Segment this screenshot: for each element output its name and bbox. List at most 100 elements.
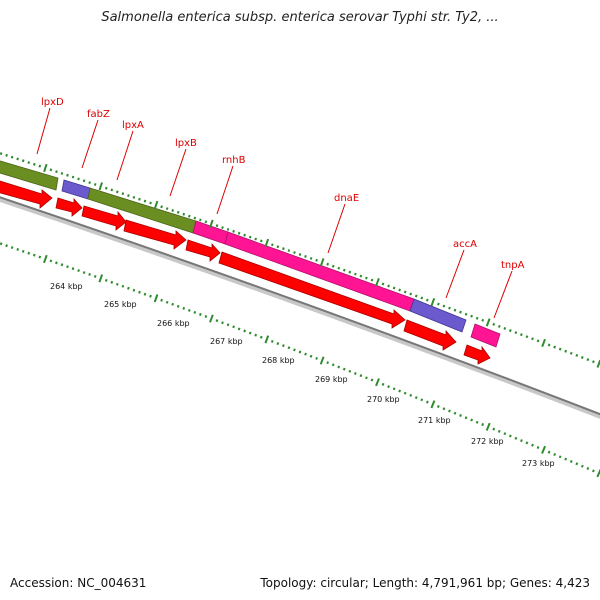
lower-minor-tick [520, 439, 523, 443]
lower-minor-tick [215, 319, 219, 323]
lower-minor-tick [464, 416, 468, 420]
lower-minor-tick [403, 391, 407, 395]
gene-label-lpxD: lpxD [41, 97, 64, 108]
lower-minor-tick [420, 398, 424, 402]
lower-minor-tick [591, 469, 595, 473]
lower-minor-tick [569, 460, 573, 463]
upper-major-tick [485, 318, 491, 327]
feature-bar-olive-1 [0, 160, 59, 191]
leader-line-accA [445, 249, 465, 299]
scale-label-268: 268 kbp [262, 356, 295, 365]
lower-minor-tick [359, 374, 363, 378]
lower-minor-tick [514, 436, 518, 440]
lower-minor-tick [221, 321, 224, 325]
upper-minor-tick [66, 173, 69, 177]
upper-minor-tick [27, 161, 31, 164]
cds-arrow-4 [123, 219, 187, 250]
upper-minor-tick [531, 337, 534, 341]
upper-minor-tick [553, 345, 557, 349]
upper-minor-tick [497, 324, 501, 328]
upper-minor-tick [77, 177, 80, 181]
upper-minor-tick [282, 247, 285, 251]
upper-minor-tick [237, 231, 241, 235]
lower-minor-tick [32, 253, 36, 257]
upper-minor-tick [115, 190, 119, 194]
upper-minor-tick [21, 159, 25, 163]
lower-major-tick [98, 274, 104, 283]
upper-minor-tick [49, 168, 53, 172]
lower-minor-tick [353, 372, 357, 375]
tick-row-lower [0, 242, 600, 478]
leader-line-rnhB [216, 165, 234, 215]
lower-minor-tick [326, 361, 330, 365]
upper-minor-tick [243, 233, 246, 237]
lower-minor-tick [442, 407, 446, 411]
lower-minor-tick [276, 342, 280, 346]
gene-label-rnhB: rnhB [222, 155, 246, 166]
lower-minor-tick [553, 453, 557, 456]
lower-minor-tick [182, 306, 186, 310]
upper-minor-tick [259, 239, 263, 243]
accession-label: Accession: NC_004631 [10, 576, 147, 590]
upper-minor-tick [420, 296, 424, 300]
lower-minor-tick [176, 304, 180, 308]
upper-minor-tick [354, 272, 357, 276]
upper-minor-tick [475, 316, 479, 320]
upper-minor-tick [71, 175, 75, 179]
lower-minor-tick [508, 434, 512, 438]
cds-arrow-8 [463, 344, 491, 365]
upper-minor-tick [348, 270, 352, 274]
upper-minor-tick [414, 294, 418, 298]
lower-minor-tick [127, 286, 130, 290]
upper-minor-tick [270, 243, 274, 247]
lower-minor-tick [226, 323, 230, 327]
lower-minor-tick [121, 284, 125, 288]
cds-arrow-2 [55, 197, 83, 217]
lower-minor-tick [60, 263, 64, 267]
lower-minor-tick [536, 446, 540, 449]
scale-label-267: 267 kbp [210, 337, 243, 346]
cds-arrow-3 [81, 205, 127, 231]
lower-minor-tick [71, 267, 75, 271]
upper-minor-tick [403, 290, 407, 294]
upper-minor-tick [60, 172, 64, 175]
lower-minor-tick [10, 246, 14, 249]
upper-minor-tick [437, 302, 440, 306]
lower-minor-tick [547, 450, 551, 454]
feature-bar-blue-1 [61, 179, 91, 200]
lower-minor-tick [436, 405, 440, 408]
upper-minor-tick [298, 253, 302, 256]
upper-minor-tick [276, 245, 280, 249]
cds-arrow-7 [403, 319, 457, 351]
upper-minor-tick [470, 314, 473, 318]
upper-minor-tick [32, 162, 36, 166]
lower-minor-tick [381, 382, 385, 386]
upper-minor-tick [193, 216, 197, 220]
gene-label-tnpA: tnpA [501, 260, 525, 271]
leader-line-tnpA [493, 270, 513, 319]
lower-minor-tick [27, 251, 31, 255]
lower-major-tick [541, 445, 547, 454]
feature-bar-pink-3 [470, 323, 501, 348]
upper-minor-tick [304, 254, 307, 258]
lower-minor-tick [475, 420, 479, 424]
lower-minor-tick [448, 409, 451, 413]
upper-major-tick [319, 258, 325, 267]
cds-track [0, 180, 491, 365]
gene-label-dnaE: dnaE [334, 193, 359, 204]
lower-major-tick [209, 314, 214, 323]
upper-minor-tick [226, 227, 230, 231]
leader-line-lpxA [116, 130, 134, 181]
upper-minor-tick [127, 194, 130, 198]
lower-major-tick [153, 294, 159, 303]
upper-major-tick [375, 277, 380, 287]
upper-minor-tick [232, 229, 235, 233]
upper-minor-tick [326, 262, 330, 266]
upper-minor-tick [165, 207, 169, 211]
lower-minor-tick [237, 327, 241, 331]
upper-minor-tick [104, 186, 108, 190]
scale-label-269: 269 kbp [315, 375, 348, 384]
upper-minor-tick [293, 251, 296, 255]
